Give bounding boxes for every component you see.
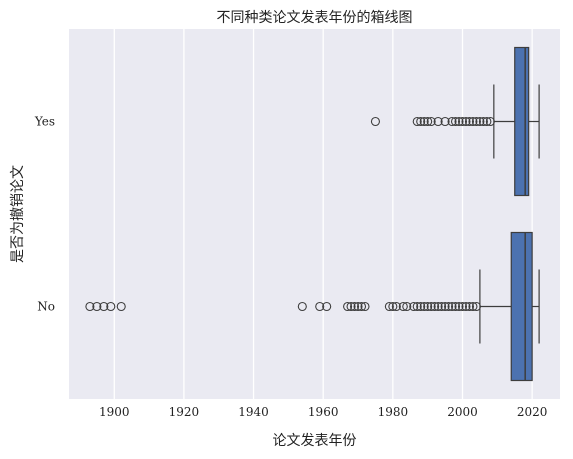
outlier-point: [433, 301, 443, 312]
outlier-point: [356, 301, 367, 312]
outlier-point: [464, 301, 475, 312]
x-tick-label: 1980: [378, 405, 409, 419]
x-tick-label: 1900: [99, 405, 130, 419]
boxes-layer: [85, 46, 540, 382]
outlier-point: [416, 116, 426, 127]
outlier-point: [349, 301, 360, 312]
outlier-point: [485, 116, 495, 127]
chart-title: 不同种类论文发表年份的箱线图: [217, 10, 413, 26]
outlier-point: [322, 301, 332, 312]
outlier-point: [450, 301, 461, 312]
x-tick-label: 2000: [447, 405, 478, 419]
outlier-point: [468, 301, 478, 312]
outlier-point: [440, 116, 450, 127]
outlier-point: [360, 301, 370, 312]
outlier-point: [447, 301, 457, 312]
outlier-point: [416, 301, 426, 312]
outlier-point: [461, 116, 471, 127]
outlier-point: [482, 116, 492, 127]
outlier-point: [457, 301, 468, 312]
outlier-point: [315, 301, 325, 312]
outlier-point: [464, 116, 475, 127]
outlier-point: [461, 301, 471, 312]
outlier-point: [475, 116, 485, 127]
outlier-point: [412, 301, 422, 312]
outlier-point: [412, 116, 422, 127]
outlier-point: [450, 116, 461, 127]
outlier-point: [402, 301, 412, 312]
x-axis-label: 论文发表年份: [273, 433, 357, 449]
y-tick-label: Yes: [34, 115, 55, 129]
outlier-point: [430, 301, 440, 312]
outlier-point: [388, 301, 398, 312]
box-iqr: [514, 46, 530, 197]
outlier-point: [433, 116, 443, 127]
outlier-point: [447, 116, 457, 127]
x-tick-label: 1960: [308, 405, 339, 419]
x-tick-label: 1940: [238, 405, 269, 419]
outlier-point: [85, 301, 95, 312]
outlier-point: [471, 116, 481, 127]
outlier-point: [468, 116, 478, 127]
x-tick-label: 2020: [517, 405, 548, 419]
outlier-point: [92, 301, 102, 312]
outlier-point: [423, 116, 433, 127]
box-iqr: [510, 231, 533, 382]
x-tick-label: 1920: [169, 405, 200, 419]
outlier-point: [478, 116, 488, 127]
outlier-point: [444, 301, 454, 312]
outlier-point: [384, 301, 394, 312]
outlier-point: [454, 301, 464, 312]
outlier-point: [454, 116, 464, 127]
y-axis-label: 是否为撤销论文: [10, 165, 26, 263]
outlier-point: [457, 116, 468, 127]
y-tick-label: No: [37, 300, 55, 314]
outlier-point: [346, 301, 356, 312]
plot-area: [69, 29, 560, 399]
outlier-point: [343, 301, 353, 312]
outlier-point: [471, 301, 481, 312]
outlier-point: [423, 301, 433, 312]
outlier-point: [419, 301, 429, 312]
outlier-point: [419, 116, 429, 127]
outlier-point: [437, 301, 447, 312]
outlier-point: [426, 116, 436, 127]
outlier-point: [426, 301, 436, 312]
outlier-point: [106, 301, 116, 312]
grid-lines: [113, 29, 533, 399]
outlier-point: [409, 301, 419, 312]
outlier-point: [440, 301, 450, 312]
outlier-point: [353, 301, 363, 312]
outlier-point: [370, 116, 380, 127]
outlier-point: [391, 301, 401, 312]
outlier-point: [297, 301, 307, 312]
outlier-point: [99, 301, 109, 312]
outlier-point: [116, 301, 126, 312]
tick-labels: 1900 1920 1940 1960 1980 2000 2020 Yes No: [34, 115, 548, 420]
outlier-point: [398, 301, 408, 312]
